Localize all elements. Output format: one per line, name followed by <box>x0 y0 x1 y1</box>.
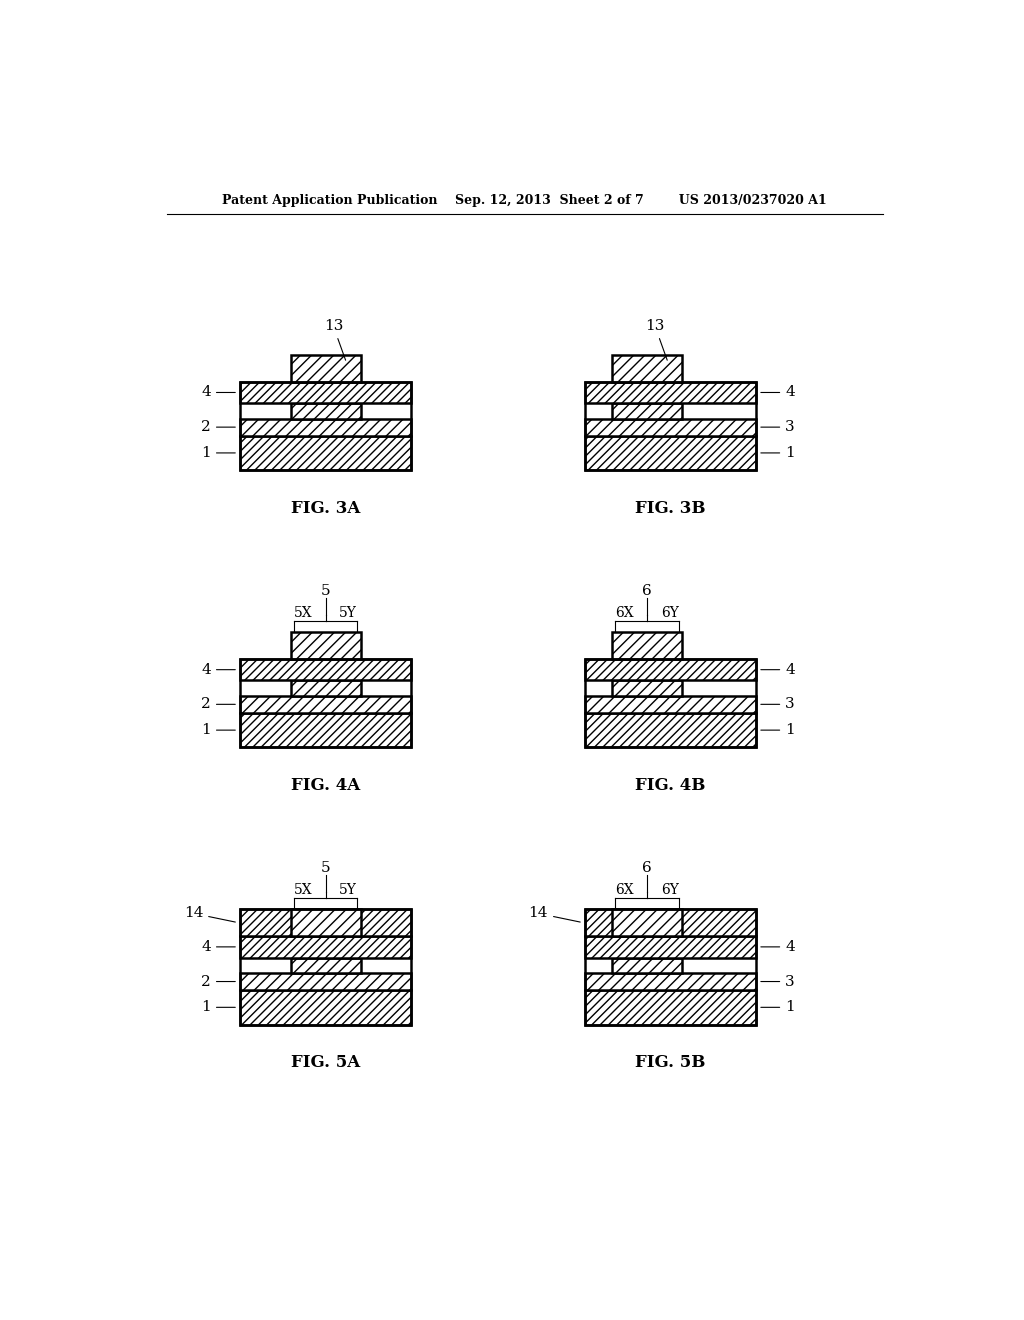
Text: 3: 3 <box>761 974 795 989</box>
Bar <box>586 973 756 990</box>
Bar <box>291 355 360 381</box>
Bar <box>586 659 756 747</box>
Text: 2: 2 <box>201 420 236 434</box>
Bar <box>586 696 756 713</box>
Bar <box>586 909 756 1024</box>
Bar <box>291 632 360 659</box>
Bar <box>241 696 411 713</box>
Bar <box>586 436 756 470</box>
Text: 14: 14 <box>528 907 581 923</box>
Text: 4: 4 <box>201 940 236 954</box>
Text: 5: 5 <box>321 861 331 875</box>
Text: 5X: 5X <box>294 883 312 896</box>
Bar <box>241 418 411 436</box>
Text: 3: 3 <box>761 420 795 434</box>
Bar <box>586 909 756 936</box>
Text: FIG. 4B: FIG. 4B <box>635 776 706 793</box>
Text: 4: 4 <box>761 663 795 677</box>
Bar <box>241 973 411 990</box>
Text: 13: 13 <box>645 319 668 360</box>
Bar <box>241 909 411 936</box>
Bar <box>241 936 411 958</box>
Bar <box>612 681 682 696</box>
Bar <box>586 659 756 681</box>
Text: 6Y: 6Y <box>660 883 679 896</box>
Bar <box>241 659 411 681</box>
Text: 5X: 5X <box>294 606 312 619</box>
Text: FIG. 5A: FIG. 5A <box>291 1053 360 1071</box>
Text: 6X: 6X <box>615 883 634 896</box>
Bar <box>291 681 360 696</box>
Text: 13: 13 <box>324 319 346 360</box>
Text: FIG. 3A: FIG. 3A <box>291 499 360 516</box>
Bar <box>241 659 411 747</box>
Text: 1: 1 <box>761 446 795 459</box>
Text: FIG. 4A: FIG. 4A <box>291 776 360 793</box>
Bar <box>291 958 360 973</box>
Bar <box>612 632 682 659</box>
Text: 2: 2 <box>201 974 236 989</box>
Text: 6X: 6X <box>615 606 634 619</box>
Bar <box>291 404 360 418</box>
Bar <box>612 355 682 381</box>
Bar <box>241 909 411 1024</box>
Text: 14: 14 <box>183 907 236 923</box>
Bar <box>291 909 360 936</box>
Text: 3: 3 <box>761 697 795 711</box>
Text: 5Y: 5Y <box>339 606 357 619</box>
Text: 5: 5 <box>321 583 331 598</box>
Bar <box>586 381 756 470</box>
Text: 6Y: 6Y <box>660 606 679 619</box>
Bar <box>586 713 756 747</box>
Text: 6: 6 <box>642 583 652 598</box>
Bar <box>612 909 682 936</box>
Text: 5Y: 5Y <box>339 883 357 896</box>
Text: 4: 4 <box>201 663 236 677</box>
Text: 4: 4 <box>761 385 795 400</box>
Text: 4: 4 <box>761 940 795 954</box>
Bar <box>586 381 756 404</box>
Text: 2: 2 <box>201 697 236 711</box>
Bar <box>241 381 411 404</box>
Text: 1: 1 <box>761 1001 795 1014</box>
Bar <box>612 958 682 973</box>
Text: Patent Application Publication    Sep. 12, 2013  Sheet 2 of 7        US 2013/023: Patent Application Publication Sep. 12, … <box>222 194 827 207</box>
Text: 1: 1 <box>201 723 236 737</box>
Bar <box>241 713 411 747</box>
Text: 1: 1 <box>761 723 795 737</box>
Bar <box>241 381 411 470</box>
Text: 4: 4 <box>201 385 236 400</box>
Text: FIG. 3B: FIG. 3B <box>635 499 706 516</box>
Bar <box>586 418 756 436</box>
Text: 1: 1 <box>201 1001 236 1014</box>
Bar <box>586 990 756 1024</box>
Text: 1: 1 <box>201 446 236 459</box>
Bar <box>586 936 756 958</box>
Bar <box>241 436 411 470</box>
Text: 6: 6 <box>642 861 652 875</box>
Bar <box>612 404 682 418</box>
Text: FIG. 5B: FIG. 5B <box>635 1053 706 1071</box>
Bar <box>241 990 411 1024</box>
